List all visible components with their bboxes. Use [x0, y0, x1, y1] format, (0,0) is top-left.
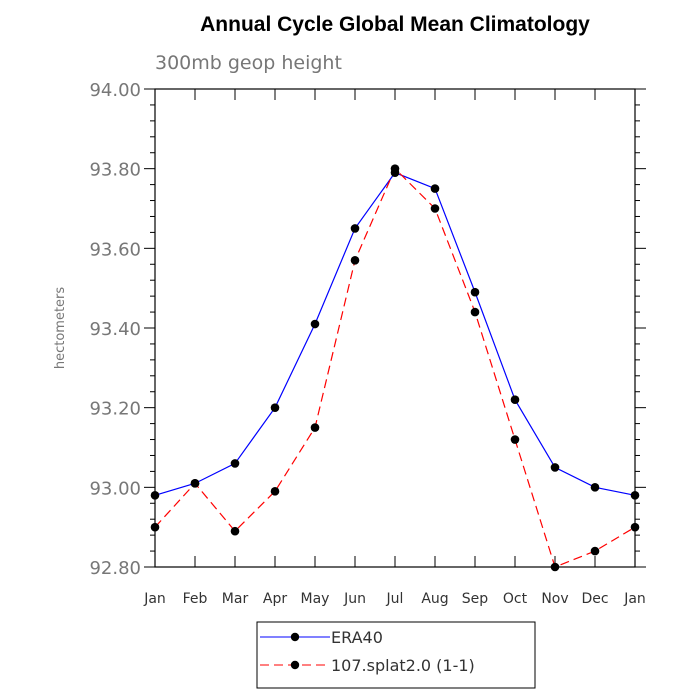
x-tick-label: Feb [183, 591, 208, 607]
data-point [430, 184, 440, 193]
y-tick-label: 93.40 [89, 319, 141, 340]
data-point [630, 522, 640, 532]
data-point [550, 562, 560, 572]
y-tick-label: 93.80 [89, 160, 141, 181]
x-tick-label: Jan [143, 591, 166, 607]
x-tick-label: Sep [462, 591, 489, 607]
data-point [150, 491, 160, 500]
legend-label-era40: ERA40 [331, 628, 383, 647]
x-tick-label: Aug [421, 591, 448, 607]
chart-title: Annual Cycle Global Mean Climatology [200, 13, 590, 36]
series-group [150, 164, 640, 572]
data-point [470, 307, 480, 317]
data-point [230, 459, 240, 468]
data-point [510, 435, 520, 444]
data-point [150, 522, 160, 532]
legend-marker-splat [290, 660, 300, 670]
data-point [470, 287, 480, 297]
data-point [270, 403, 280, 412]
series-line-1 [154, 171, 636, 496]
y-tick-label: 94.00 [89, 80, 141, 101]
x-tick-label: Mar [222, 591, 249, 607]
axis-ticks [144, 88, 646, 568]
legend-marker-era40 [290, 632, 300, 642]
x-tick-label: Jul [386, 591, 404, 607]
y-axis-label: hectometers [53, 287, 68, 370]
x-tick-label: Dec [581, 591, 608, 607]
data-point [310, 319, 320, 329]
data-point [510, 395, 520, 405]
legend: ERA40 107.splat2.0 (1-1) [256, 621, 536, 689]
data-point [350, 224, 360, 233]
data-point [230, 526, 240, 536]
y-tick-label: 93.20 [89, 399, 141, 420]
x-tick-labels: Jan Feb Mar Apr May Jun Jul Aug Sep Oct Nov Dec Jan [143, 591, 646, 607]
plot-frame [154, 88, 636, 568]
x-tick-label: Jun [343, 591, 366, 607]
x-tick-label: May [301, 591, 330, 607]
data-point [190, 479, 200, 488]
y-tick-label: 93.60 [89, 239, 141, 260]
data-point [550, 463, 560, 472]
y-tick-labels: 92.80 93.00 93.20 93.40 93.60 93.80 94.00 [89, 80, 141, 579]
legend-label-splat: 107.splat2.0 (1-1) [331, 656, 475, 675]
data-point [310, 423, 320, 432]
data-point [270, 487, 280, 496]
data-point [430, 204, 440, 213]
data-point [350, 255, 360, 265]
chart-subtitle: 300mb geop height [155, 52, 342, 74]
x-tick-label: Nov [541, 591, 568, 607]
data-point [630, 491, 640, 500]
x-tick-label: Oct [503, 591, 528, 607]
y-tick-label: 92.80 [89, 558, 141, 579]
y-tick-label: 93.00 [89, 478, 141, 499]
legend-box [256, 621, 536, 689]
data-point [390, 164, 400, 173]
data-point [590, 483, 600, 492]
series-line-2 [154, 167, 636, 568]
x-tick-label: Apr [263, 591, 287, 607]
x-tick-label: Jan [623, 591, 646, 607]
data-point [590, 546, 600, 556]
